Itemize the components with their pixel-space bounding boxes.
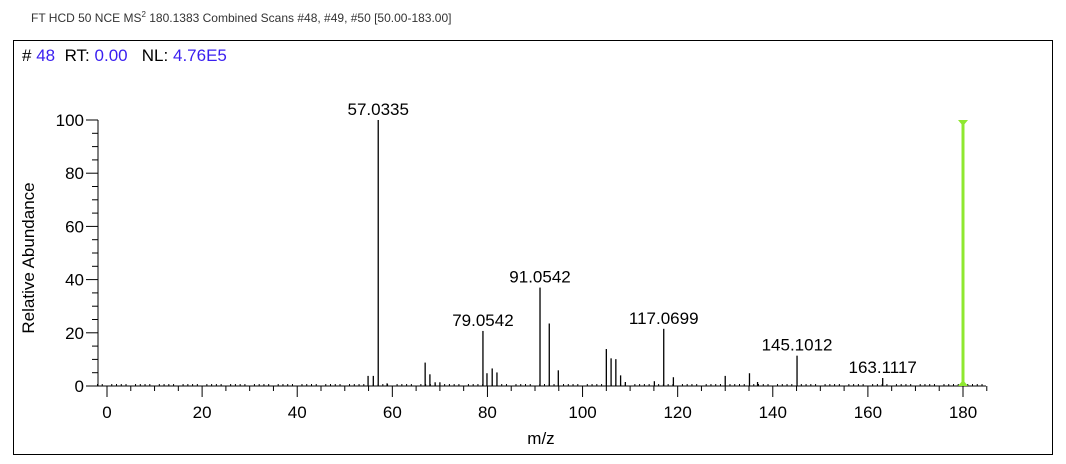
precursor-marker-bottom [958,380,968,386]
x-tick-label: 180 [949,403,977,422]
scan-info: # 48 RT: 0.00 NL: 4.76E5 [22,46,227,66]
x-axis-label: m/z [527,429,554,448]
y-tick-label: 20 [65,324,84,343]
rt-value: 0.00 [94,46,128,65]
y-tick-label: 80 [65,164,84,183]
scan-number: 48 [36,46,56,65]
peak-label: 57.0335 [347,100,408,119]
peak-label: 117.0699 [629,309,699,328]
x-tick-label: 60 [383,403,402,422]
nl-label: NL: [141,46,169,65]
x-tick-label: 20 [193,403,212,422]
title-text: FT HCD 50 NCE MS [31,11,142,25]
title-text-rest: 180.1383 Combined Scans #48, #49, #50 [5… [145,11,452,25]
y-tick-label: 60 [65,217,84,236]
x-tick-label: 0 [102,403,111,422]
peak-label: 79.0542 [452,311,513,330]
peak-label: 91.0542 [509,268,570,287]
y-tick-label: 100 [56,111,84,130]
title-superscript: 2 [141,10,146,19]
scan-label: # [22,46,32,65]
x-tick-label: 40 [288,403,307,422]
precursor-marker-top [958,120,968,126]
x-tick-label: 160 [854,403,882,422]
y-axis-label: Relative Abundance [19,182,38,333]
nl-value: 4.76E5 [172,46,227,65]
rt-label: RT: [64,46,90,65]
x-tick-label: 140 [759,403,787,422]
y-tick-label: 40 [65,271,84,290]
y-tick-label: 0 [75,377,84,396]
peak-label: 145.1012 [762,336,833,355]
chart-frame [13,40,1053,455]
spectrum-title: FT HCD 50 NCE MS2 180.1383 Combined Scan… [31,10,452,25]
peak-label: 163.1117 [848,358,916,377]
x-tick-label: 80 [478,403,497,422]
x-tick-label: 100 [568,403,596,422]
x-tick-label: 120 [663,403,691,422]
